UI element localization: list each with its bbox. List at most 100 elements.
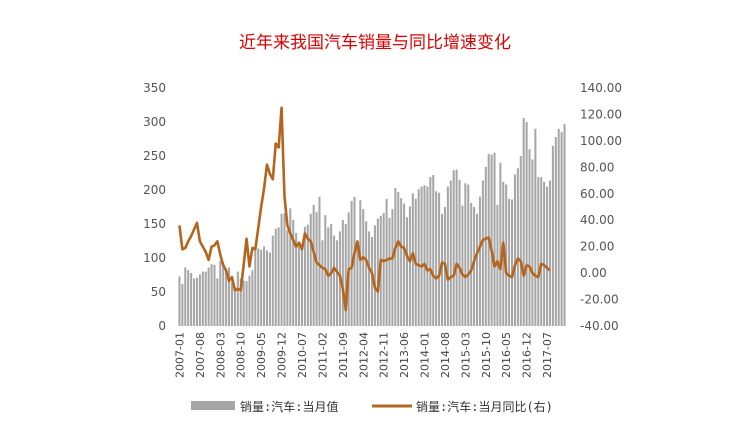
- bar: [248, 275, 251, 326]
- x-tick-label: 2016-05: [500, 332, 513, 378]
- bar: [385, 198, 388, 326]
- bar-series: [178, 117, 566, 326]
- x-tick-label: 2010-07: [296, 332, 309, 378]
- bar: [388, 217, 391, 326]
- bar: [522, 117, 525, 326]
- bar: [198, 274, 201, 326]
- bar: [263, 246, 266, 326]
- bar: [274, 228, 277, 326]
- x-tick-label: 2014-08: [439, 332, 452, 378]
- bar: [306, 224, 309, 326]
- x-tick-label: 2008-10: [235, 332, 248, 378]
- bar: [417, 189, 420, 326]
- right-tick-label: 40.00: [580, 213, 614, 227]
- bar: [496, 204, 499, 326]
- bar: [286, 230, 289, 326]
- bar: [531, 159, 534, 326]
- right-tick-label: 0.00: [580, 266, 607, 280]
- bar: [452, 170, 455, 326]
- x-tick-label: 2014-01: [419, 332, 432, 378]
- bar: [330, 224, 333, 326]
- bar: [187, 270, 190, 326]
- bar: [210, 264, 213, 326]
- bar: [242, 280, 245, 326]
- bar: [528, 149, 531, 326]
- bar: [265, 250, 268, 326]
- bar: [449, 180, 452, 326]
- bar: [557, 128, 560, 326]
- bar: [476, 213, 479, 326]
- bar: [400, 198, 403, 326]
- bar: [341, 219, 344, 326]
- bar: [493, 152, 496, 326]
- left-tick-label: 0: [158, 319, 166, 333]
- bar: [318, 196, 321, 326]
- bar: [473, 207, 476, 326]
- bar: [333, 235, 336, 326]
- bar: [260, 249, 263, 326]
- bar: [484, 166, 487, 326]
- bar: [403, 203, 406, 326]
- bar: [382, 213, 385, 326]
- bar: [178, 276, 181, 326]
- bar: [464, 183, 467, 326]
- x-tick-label: 2011-09: [337, 332, 350, 378]
- x-tick-label: 2015-03: [459, 332, 472, 378]
- bar: [481, 180, 484, 326]
- legend-label-line: 销量:汽车:当月同比(右): [416, 399, 553, 414]
- bar: [551, 145, 554, 326]
- bar: [467, 184, 470, 326]
- right-tick-label: -20.00: [580, 293, 619, 307]
- bar: [181, 283, 184, 326]
- bar: [245, 281, 248, 326]
- bar: [344, 224, 347, 326]
- x-axis: 2007-01 2007-08 2008-03 2008-10 2009-05 2009-…: [173, 332, 554, 378]
- bar: [397, 192, 400, 326]
- bar: [373, 225, 376, 326]
- bar: [405, 217, 409, 326]
- bar: [461, 205, 464, 326]
- x-tick-label: 2012-04: [357, 332, 370, 378]
- bar: [394, 187, 397, 326]
- bar: [420, 186, 423, 326]
- x-tick-label: 2013-06: [398, 332, 411, 378]
- bar: [219, 260, 222, 326]
- x-tick-label: 2017-07: [541, 332, 554, 378]
- bar: [560, 132, 563, 326]
- bar: [356, 247, 359, 326]
- bar: [315, 211, 318, 326]
- bar: [455, 169, 458, 326]
- left-tick-label: 250: [143, 149, 166, 163]
- bar: [516, 168, 519, 326]
- bar: [429, 177, 432, 326]
- bar: [353, 196, 356, 326]
- bar: [303, 226, 306, 326]
- bar: [411, 193, 414, 326]
- bar: [298, 241, 301, 326]
- bar: [525, 122, 528, 326]
- right-tick-label: 100.00: [580, 134, 622, 148]
- legend-swatch-bar: [191, 401, 235, 410]
- bar: [511, 199, 514, 326]
- line-series: [178, 106, 551, 312]
- bar: [184, 267, 187, 326]
- bar: [280, 213, 283, 326]
- bar: [230, 281, 233, 326]
- bar: [368, 231, 371, 326]
- x-tick-label: 2009-05: [255, 332, 268, 378]
- left-tick-label: 150: [143, 217, 166, 231]
- bar: [537, 177, 540, 326]
- bar: [257, 248, 260, 326]
- bar: [438, 192, 441, 326]
- bar: [277, 227, 280, 326]
- x-tick-label: 2012-11: [378, 332, 391, 378]
- left-tick-label: 200: [143, 183, 166, 197]
- bar: [362, 209, 365, 326]
- bar: [271, 235, 274, 326]
- x-tick-label: 2009-12: [276, 332, 289, 378]
- bar: [300, 244, 303, 326]
- bar: [554, 136, 557, 326]
- bar: [268, 252, 271, 326]
- bar: [458, 179, 461, 326]
